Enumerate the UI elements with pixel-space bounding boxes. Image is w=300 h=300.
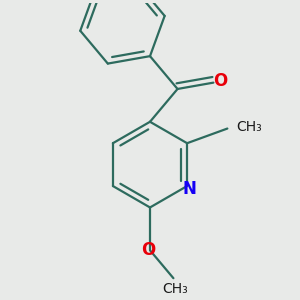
Text: N: N [183,180,196,198]
Text: CH₃: CH₃ [162,282,188,296]
Text: CH₃: CH₃ [236,120,262,134]
Text: O: O [213,72,227,90]
Text: O: O [141,241,155,259]
